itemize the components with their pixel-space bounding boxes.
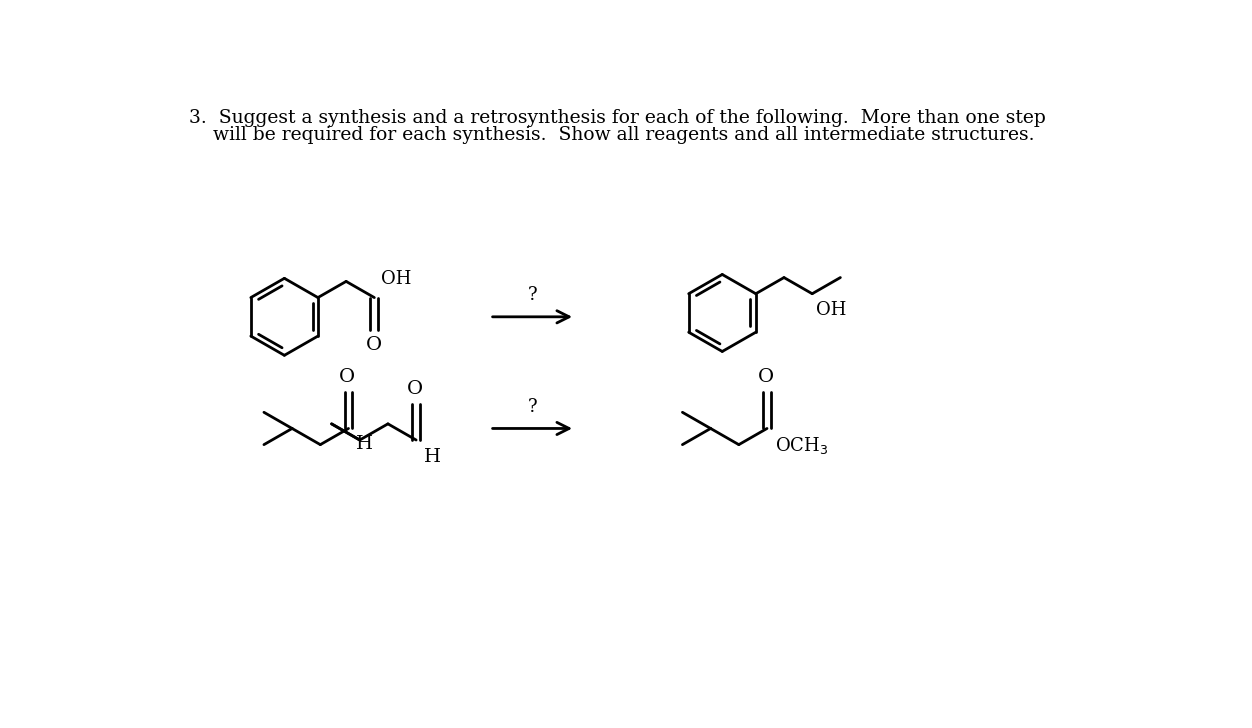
Text: H: H xyxy=(424,448,441,466)
Text: O: O xyxy=(407,380,423,397)
Text: O: O xyxy=(339,368,356,386)
Text: OCH$_3$: OCH$_3$ xyxy=(775,435,828,456)
Text: 3.  Suggest a synthesis and a retrosynthesis for each of the following.  More th: 3. Suggest a synthesis and a retrosynthe… xyxy=(189,109,1045,127)
Text: OH: OH xyxy=(381,270,411,288)
Text: ?: ? xyxy=(527,287,537,304)
Text: O: O xyxy=(757,368,774,386)
Text: O: O xyxy=(367,336,382,354)
Text: OH: OH xyxy=(816,301,846,320)
Text: H: H xyxy=(357,435,373,453)
Text: will be required for each synthesis.  Show all reagents and all intermediate str: will be required for each synthesis. Sho… xyxy=(189,126,1034,144)
Text: ?: ? xyxy=(527,398,537,416)
